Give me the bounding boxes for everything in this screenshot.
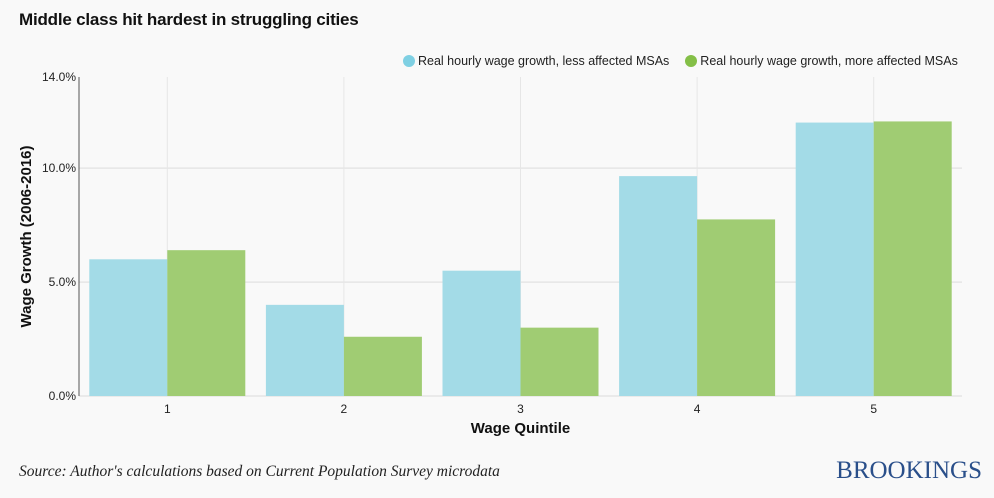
y-axis-title: Wage Growth (2006-2016) <box>18 145 35 327</box>
x-tick-label: 3 <box>517 402 524 416</box>
bar-more-affected-q4 <box>697 219 776 396</box>
x-tick-label: 5 <box>870 402 877 416</box>
legend-swatch-less-affected <box>403 55 415 67</box>
x-axis-title: Wage Quintile <box>471 420 570 437</box>
bar-more-affected-q3 <box>520 327 599 396</box>
y-tick-label: 10.0% <box>42 161 76 175</box>
bar-less-affected-q2 <box>265 304 344 396</box>
bar-more-affected-q5 <box>873 121 952 397</box>
bar-less-affected-q3 <box>442 270 521 396</box>
legend-label-more-affected: Real hourly wage growth, more affected M… <box>700 54 958 68</box>
bar-more-affected-q2 <box>343 336 422 396</box>
x-tick-label: 2 <box>341 402 348 416</box>
legend-item-more-affected[interactable]: Real hourly wage growth, more affected M… <box>685 54 958 68</box>
y-tick-label: 5.0% <box>49 275 77 289</box>
brookings-logo: BROOKINGS <box>836 457 982 484</box>
y-tick-label: 14.0% <box>42 70 76 84</box>
source-note: Source: Author's calculations based on C… <box>19 463 500 480</box>
y-tick-label: 0.0% <box>49 389 77 403</box>
legend-swatch-more-affected <box>685 55 698 67</box>
bar-less-affected-q1 <box>89 259 168 396</box>
chart-title: Middle class hit hardest in struggling c… <box>19 10 359 29</box>
legend: Real hourly wage growth, less affected M… <box>403 54 974 68</box>
bar-more-affected-q1 <box>167 250 246 396</box>
bar-less-affected-q5 <box>795 122 874 397</box>
x-tick-label: 1 <box>164 402 171 416</box>
legend-item-less-affected[interactable]: Real hourly wage growth, less affected M… <box>403 54 669 68</box>
x-tick-label: 4 <box>694 402 701 416</box>
bar-less-affected-q4 <box>619 176 698 396</box>
legend-label-less-affected: Real hourly wage growth, less affected M… <box>418 54 670 68</box>
